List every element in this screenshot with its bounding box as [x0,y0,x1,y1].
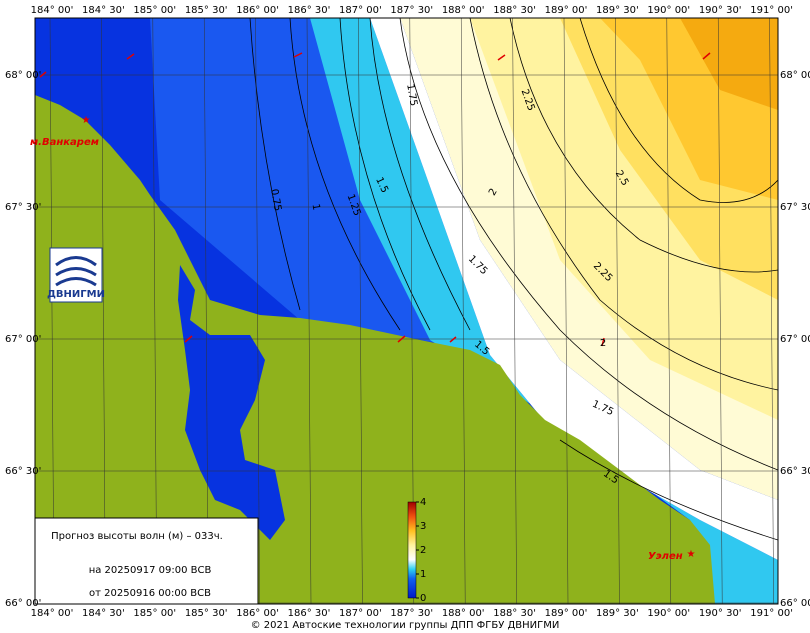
lon-label-top: 190° 30' [699,5,742,16]
meridian [203,18,209,604]
lon-label-top: 188° 30' [493,5,536,16]
meridian [512,18,517,604]
colorbar-tick-label: 0 [420,593,426,604]
lon-label-top: 190° 00' [647,5,690,16]
meridian [152,18,158,604]
lat-label-left: 66° 00' [5,598,41,609]
lon-label-top: 188° 00' [442,5,485,16]
lat-label-left: 68° 00' [5,70,41,81]
lon-label-bottom: 184° 00' [31,608,74,619]
contour-label: 2 [487,187,500,198]
colorbar-tick-label: 3 [420,521,426,532]
lon-label-top: 185° 00' [133,5,176,16]
contour-label: 1 [310,203,322,211]
lon-label-top: 186° 30' [288,5,331,16]
lat-label-left: 67° 00' [5,334,41,345]
map-field [35,18,778,604]
lon-label-bottom: 185° 00' [133,608,176,619]
lon-label-top: 189° 30' [596,5,639,16]
legend-issue: от 20250916 00:00 ВСВ [89,588,211,599]
lon-label-top: 186° 00' [236,5,279,16]
lon-label-bottom: 190° 30' [699,608,742,619]
lon-label-top: 185° 30' [185,5,228,16]
lon-label-top: 187° 00' [339,5,382,16]
lon-label-bottom: 187° 00' [339,608,382,619]
lat-label-right: 67° 30' [780,202,810,213]
contour-label: 2 [600,338,606,349]
lat-label-left: 66° 30' [5,466,41,477]
colorbar [407,501,417,599]
lon-label-bottom: 186° 30' [288,608,331,619]
wave-arrows [39,52,711,347]
meridian [615,18,620,604]
contour-label: 0.75 [268,188,283,212]
colorbar-tick-label: 2 [420,545,426,556]
lon-label-bottom: 187° 30' [390,608,433,619]
place-marker: ★ [82,115,91,126]
meridian [49,18,55,604]
meridian [358,18,363,604]
lon-label-bottom: 190° 00' [647,608,690,619]
lat-label-right: 66° 30' [780,466,810,477]
lat-label-right: 67° 00' [780,334,810,345]
lon-label-bottom: 188° 30' [493,608,536,619]
meridian [460,18,466,604]
lon-label-top: 184° 30' [82,5,125,16]
logo: ДВНИГМИ [47,247,105,303]
logo-text: ДВНИГМИ [47,289,105,300]
legend-title: Прогноз высоты волн (м) – 033ч. [51,531,223,542]
footer: © 2021 Автоские технологии группы ДПП ФГ… [251,620,560,631]
contour-label: 1.75 [404,83,419,107]
place-label: м.Ванкарем [30,137,99,148]
lon-label-bottom: 191° 00' [750,608,793,619]
lon-label-bottom: 184° 30' [82,608,125,619]
lat-label-left: 67° 30' [5,202,41,213]
lon-label-bottom: 185° 30' [185,608,228,619]
lon-label-bottom: 189° 00' [545,608,588,619]
meridian [306,18,312,604]
lon-label-top: 187° 30' [390,5,433,16]
lon-label-bottom: 189° 30' [596,608,639,619]
lat-label-right: 68° 00' [780,70,810,81]
place-label: Уэлен [648,551,683,562]
meridian [101,18,106,604]
colorbar-tick-label: 4 [420,497,426,508]
map-frame [34,17,779,605]
lon-label-bottom: 186° 00' [236,608,279,619]
lon-label-top: 189° 00' [545,5,588,16]
legend-date: на 20250917 09:00 ВСВ [89,565,212,576]
lon-label-bottom: 188° 00' [442,608,485,619]
place-marker: ★ [687,549,696,560]
lon-label-top: 191° 00' [750,5,793,16]
colorbar-tick-label: 1 [420,569,426,580]
lon-label-top: 184° 00' [31,5,74,16]
meridian [717,18,723,604]
meridian [769,18,774,604]
legend-box: Прогноз высоты волн (м) – 033ч. на 20250… [34,517,259,605]
meridian [666,18,672,604]
meridian [255,18,260,604]
lat-label-right: 66° 00' [780,598,810,609]
meridian [563,18,569,604]
